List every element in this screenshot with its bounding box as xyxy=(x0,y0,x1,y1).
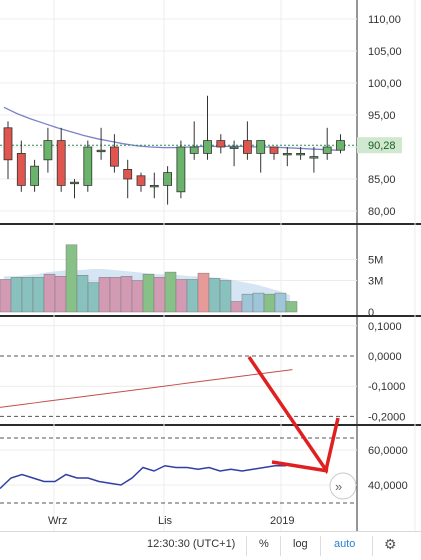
candle-body xyxy=(242,140,252,154)
candle-body xyxy=(216,140,226,148)
log-toggle[interactable]: log xyxy=(293,538,308,550)
last-price-badge xyxy=(357,137,402,154)
volume-bar xyxy=(21,277,34,313)
volume-bar xyxy=(208,278,221,313)
volume-bar xyxy=(219,280,232,313)
bottom-toolbar: 12:30:30 (UTC+1) % log auto ⚙ xyxy=(0,531,421,560)
volume-tick-label: 5M xyxy=(368,255,383,267)
indicator2-tick-label: 60,0000 xyxy=(368,445,408,457)
volume-bar xyxy=(197,272,210,313)
price-tick-label: 95,00 xyxy=(368,110,396,122)
volume-bar xyxy=(10,277,23,313)
volume-bar xyxy=(43,273,56,313)
time-readout: 12:30:30 (UTC+1) xyxy=(147,538,236,550)
volume-tick-label: 0 xyxy=(368,307,374,319)
candle-body xyxy=(110,146,119,167)
candle-body xyxy=(123,168,133,180)
volume-bar xyxy=(186,279,199,313)
x-tick-label: Lis xyxy=(158,515,173,527)
candle-body xyxy=(296,152,306,156)
x-tick-label: 2019 xyxy=(270,515,294,527)
scroll-to-end-button xyxy=(329,472,357,500)
indicator1-line xyxy=(0,369,293,408)
price-tick-label: 85,00 xyxy=(368,174,396,186)
volume-bar xyxy=(131,280,144,313)
candle-body xyxy=(256,140,266,154)
last-price-label: 90,28 xyxy=(368,140,396,152)
volume-bar xyxy=(76,275,89,313)
candle-body xyxy=(56,140,66,186)
volume-bar xyxy=(164,271,177,313)
x-tick-label: Wrz xyxy=(48,515,67,527)
candle-body xyxy=(30,165,40,186)
volume-bar xyxy=(87,282,100,313)
candle-body xyxy=(336,140,345,151)
candle-body xyxy=(136,175,146,186)
indicator2-line xyxy=(0,464,286,490)
price-tick-label: 80,00 xyxy=(368,206,396,218)
volume-bar xyxy=(274,292,287,313)
volume-bar xyxy=(241,293,254,313)
candle-body xyxy=(96,149,106,153)
indicator1-tick-label: -0,2000 xyxy=(368,411,405,423)
candle-body xyxy=(83,146,93,186)
candle-body xyxy=(3,127,13,161)
indicator1-tick-label: 0,0000 xyxy=(368,351,402,363)
volume-bar xyxy=(252,292,265,313)
candle-body xyxy=(189,146,199,154)
candle-body xyxy=(163,172,173,186)
volume-bar xyxy=(263,293,276,313)
percent-toggle[interactable]: % xyxy=(259,538,269,550)
volume-bar xyxy=(230,301,243,313)
moving-average-line xyxy=(3,106,337,151)
volume-bar xyxy=(120,276,133,313)
volume-bar xyxy=(54,276,67,313)
volume-bar xyxy=(0,279,12,313)
volume-bar xyxy=(65,244,78,313)
candle-body xyxy=(16,152,26,186)
candle-body xyxy=(282,152,292,156)
candle-body xyxy=(203,140,212,154)
annotation-arrow-head xyxy=(271,460,329,473)
candle-body xyxy=(309,156,319,159)
candle-body xyxy=(70,181,79,185)
volume-bar xyxy=(109,277,122,313)
price-tick-label: 110,00 xyxy=(368,14,401,26)
auto-toggle[interactable]: auto xyxy=(334,538,356,550)
candle-body xyxy=(43,140,53,161)
volume-bar xyxy=(175,279,188,313)
price-tick-label: 100,00 xyxy=(368,78,402,90)
double-chevron-right-icon: » xyxy=(335,479,342,494)
volume-tick-label: 3M xyxy=(368,276,383,288)
indicator2-tick-label: 40,0000 xyxy=(368,480,408,492)
volume-bar xyxy=(285,301,298,313)
volume-bar xyxy=(32,277,45,313)
price-tick-label: 105,00 xyxy=(368,46,402,58)
chart: 110,00105,00100,0095,0090,0085,0080,0090… xyxy=(0,0,421,531)
indicator1-tick-label: 0,1000 xyxy=(368,321,402,333)
indicator1-tick-label: -0,1000 xyxy=(368,381,405,393)
volume-bar xyxy=(142,273,155,313)
candle-body xyxy=(269,146,279,154)
volume-bar xyxy=(153,277,166,313)
candle-body xyxy=(149,184,159,188)
annotation-arrow xyxy=(247,356,340,475)
candle-body xyxy=(322,146,332,154)
gear-icon[interactable]: ⚙ xyxy=(384,536,397,552)
candle-body xyxy=(229,146,239,149)
volume-bar xyxy=(98,277,111,313)
candle-body xyxy=(176,146,186,193)
